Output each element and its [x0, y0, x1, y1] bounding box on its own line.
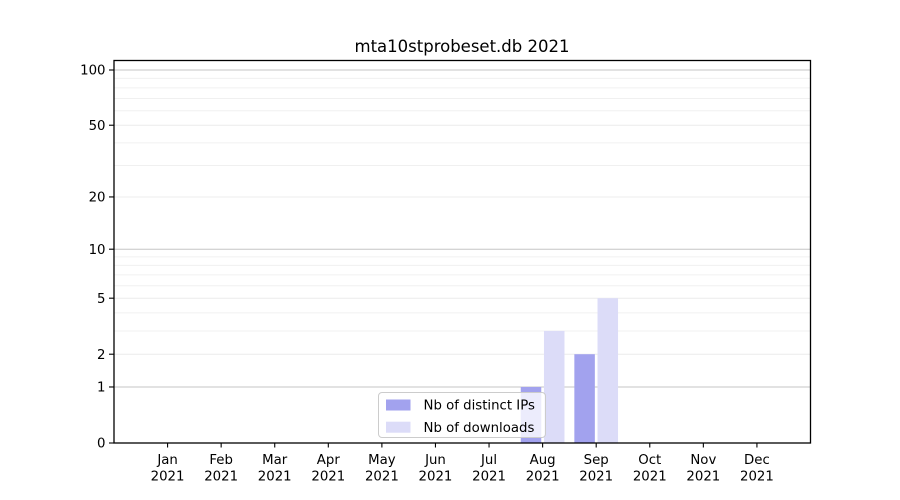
x-tick-label-month: Aug: [530, 453, 556, 468]
legend-box: [378, 392, 546, 438]
plot-area: 0 1 2 5 10 20 50 100 Jan 2021 Feb 2021 Mar 2021 Apr 202…: [80, 59, 812, 485]
x-tick-label-year: 2021: [151, 470, 185, 485]
x-tick-label-year: 2021: [579, 470, 613, 485]
y-tick-label: 20: [89, 191, 106, 206]
y-tick-label: 100: [80, 64, 105, 79]
x-tick-label-year: 2021: [258, 470, 292, 485]
x-tick-label-year: 2021: [365, 470, 399, 485]
x-tick-label-month: Jun: [424, 453, 446, 468]
x-tick-label-month: Sep: [584, 453, 609, 468]
x-tick-label-year: 2021: [740, 470, 774, 485]
bar-sep-downloads: [597, 298, 619, 443]
x-tick-label-year: 2021: [526, 470, 560, 485]
chart-title: mta10stprobeset.db 2021: [355, 37, 570, 56]
x-tick-label-month: Feb: [209, 453, 233, 468]
axes-frame: [113, 59, 812, 444]
x-tick-label-month: Nov: [690, 453, 716, 468]
x-tick-label-year: 2021: [204, 470, 238, 485]
y-tick-label: 5: [97, 292, 105, 307]
x-tick-label-year: 2021: [419, 470, 453, 485]
x-tick-label-month: Mar: [262, 453, 288, 468]
y-tick-label: 2: [97, 348, 105, 363]
legend-label-downloads: Nb of downloads: [424, 421, 535, 436]
legend-swatch-distinct-ips: [386, 399, 411, 411]
y-tick-label: 1: [97, 381, 105, 396]
x-tick-label-month: Jan: [156, 453, 178, 468]
legend-label-distinct-ips: Nb of distinct IPs: [424, 399, 536, 414]
x-tick-label-month: Oct: [638, 453, 661, 468]
y-tick-label: 10: [89, 243, 106, 258]
bar-aug-downloads: [543, 330, 565, 443]
x-tick-label-month: Jul: [480, 453, 497, 468]
y-tick-label: 50: [89, 119, 106, 134]
x-tick-label-month: Dec: [744, 453, 770, 468]
x-tick-label-year: 2021: [311, 470, 345, 485]
x-tick-label-month: May: [368, 453, 396, 468]
x-tick-label-year: 2021: [472, 470, 506, 485]
y-tick-label: 0: [97, 437, 105, 452]
x-tick-label-year: 2021: [686, 470, 720, 485]
x-tick-label-year: 2021: [633, 470, 667, 485]
x-tick-label-month: Apr: [317, 453, 341, 468]
bar-sep-distinct-ips: [574, 354, 595, 443]
legend-swatch-downloads: [386, 421, 411, 433]
